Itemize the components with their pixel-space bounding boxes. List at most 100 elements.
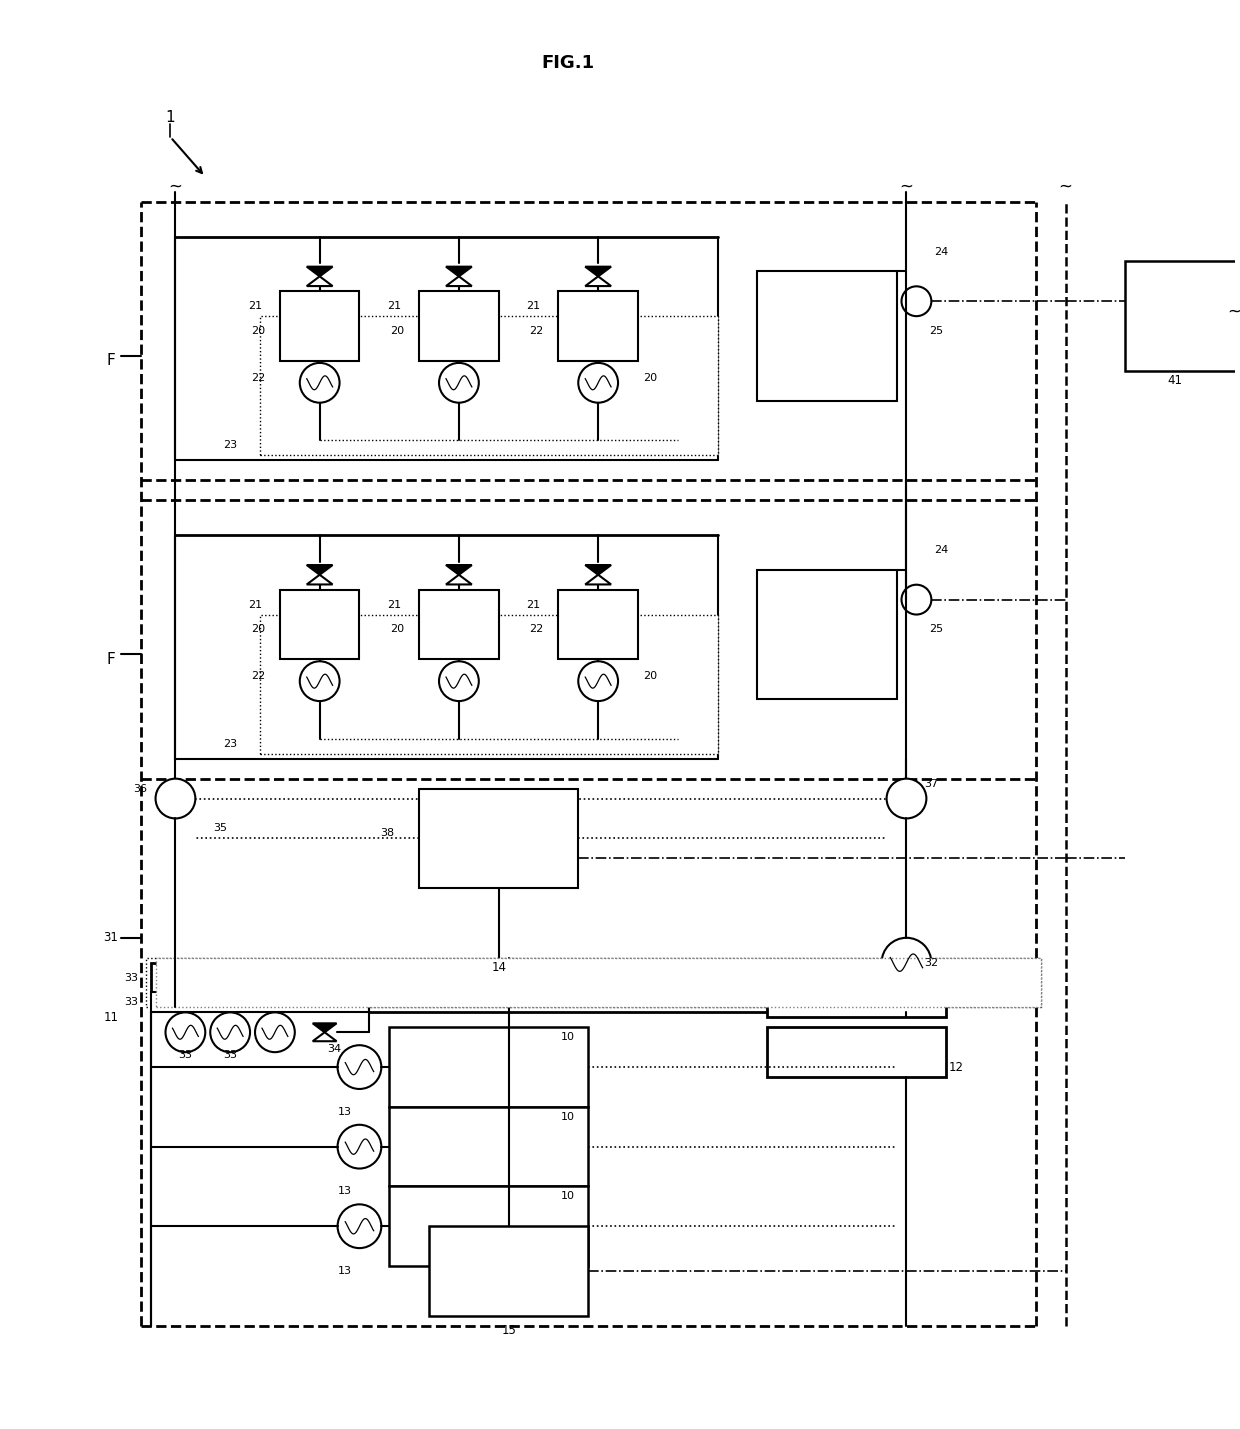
Bar [280, 292, 360, 362]
Polygon shape [585, 276, 611, 286]
Bar [758, 272, 897, 400]
Circle shape [255, 1012, 295, 1052]
Polygon shape [585, 564, 611, 574]
Polygon shape [446, 276, 472, 286]
Text: 31: 31 [103, 932, 118, 945]
Text: 41: 41 [1168, 374, 1183, 387]
Polygon shape [312, 1023, 336, 1032]
Bar [768, 967, 946, 1017]
Bar [389, 1027, 588, 1107]
Circle shape [337, 1125, 382, 1169]
Circle shape [578, 363, 618, 403]
Text: 21: 21 [387, 600, 402, 610]
Text: 15: 15 [501, 1325, 516, 1338]
Text: 22: 22 [250, 373, 265, 383]
Polygon shape [306, 276, 332, 286]
Bar [145, 957, 1040, 1007]
Text: 24: 24 [934, 544, 949, 554]
Text: 10: 10 [562, 1192, 575, 1202]
Text: 37: 37 [924, 779, 939, 789]
Bar [150, 993, 370, 1012]
Text: 33: 33 [124, 997, 138, 1007]
Text: FIG.1: FIG.1 [542, 53, 595, 71]
Bar [758, 570, 897, 699]
Polygon shape [446, 267, 472, 276]
Text: F: F [107, 353, 115, 369]
Bar [389, 1107, 588, 1186]
Bar [260, 614, 718, 753]
Text: 20: 20 [250, 326, 265, 336]
Text: 20: 20 [642, 672, 657, 682]
Text: 10: 10 [562, 1112, 575, 1122]
Circle shape [578, 662, 618, 702]
Text: 21: 21 [248, 600, 262, 610]
Circle shape [882, 937, 931, 987]
Polygon shape [306, 267, 332, 276]
Bar [155, 957, 1040, 1007]
Text: 35: 35 [213, 823, 227, 833]
Text: 25: 25 [929, 624, 944, 634]
Text: 1: 1 [166, 110, 175, 124]
Text: 12: 12 [949, 1060, 963, 1073]
Bar [419, 292, 498, 362]
Text: 34: 34 [327, 1045, 342, 1055]
Text: 21: 21 [248, 302, 262, 312]
Text: 32: 32 [924, 957, 939, 967]
Circle shape [439, 662, 479, 702]
Text: 20: 20 [250, 624, 265, 634]
Text: F: F [107, 652, 115, 667]
Text: 20: 20 [391, 624, 404, 634]
Circle shape [165, 1012, 206, 1052]
Polygon shape [446, 564, 472, 574]
Circle shape [337, 1045, 382, 1089]
Text: 21: 21 [387, 302, 402, 312]
Text: ~: ~ [1059, 177, 1073, 196]
Circle shape [300, 363, 340, 403]
Circle shape [300, 662, 340, 702]
Bar [389, 1186, 588, 1266]
Bar [260, 316, 718, 456]
Text: 33: 33 [124, 973, 138, 983]
Bar [558, 590, 637, 659]
Polygon shape [585, 574, 611, 584]
Circle shape [901, 584, 931, 614]
Text: 13: 13 [337, 1107, 351, 1117]
Polygon shape [306, 564, 332, 574]
Bar [150, 963, 370, 993]
Text: 36: 36 [134, 783, 148, 793]
Polygon shape [585, 267, 611, 276]
Text: 22: 22 [250, 672, 265, 682]
Text: 38: 38 [381, 829, 394, 839]
Text: 20: 20 [391, 326, 404, 336]
Bar [419, 789, 578, 887]
Bar [429, 1226, 588, 1316]
Circle shape [887, 779, 926, 819]
Text: 22: 22 [529, 624, 543, 634]
Text: 13: 13 [337, 1186, 351, 1196]
Circle shape [439, 363, 479, 403]
Text: 21: 21 [527, 600, 541, 610]
Text: ~: ~ [1228, 302, 1240, 320]
Polygon shape [306, 574, 332, 584]
Text: 14: 14 [491, 962, 506, 975]
Text: 23: 23 [223, 739, 237, 749]
Circle shape [211, 1012, 250, 1052]
Text: 23: 23 [223, 440, 237, 450]
Bar [280, 590, 360, 659]
Bar [768, 1027, 946, 1077]
Text: 25: 25 [929, 326, 944, 336]
Bar [1126, 262, 1240, 372]
Text: 22: 22 [529, 326, 543, 336]
Bar [558, 292, 637, 362]
Text: ~: ~ [899, 177, 914, 196]
Circle shape [901, 286, 931, 316]
Text: 33: 33 [223, 1050, 237, 1060]
Text: 13: 13 [337, 1266, 351, 1276]
Text: 24: 24 [934, 247, 949, 257]
Polygon shape [312, 1032, 336, 1042]
Text: 11: 11 [103, 1010, 118, 1023]
Text: 21: 21 [527, 302, 541, 312]
Text: 33: 33 [179, 1050, 192, 1060]
Text: 10: 10 [562, 1032, 575, 1042]
Text: 20: 20 [642, 373, 657, 383]
